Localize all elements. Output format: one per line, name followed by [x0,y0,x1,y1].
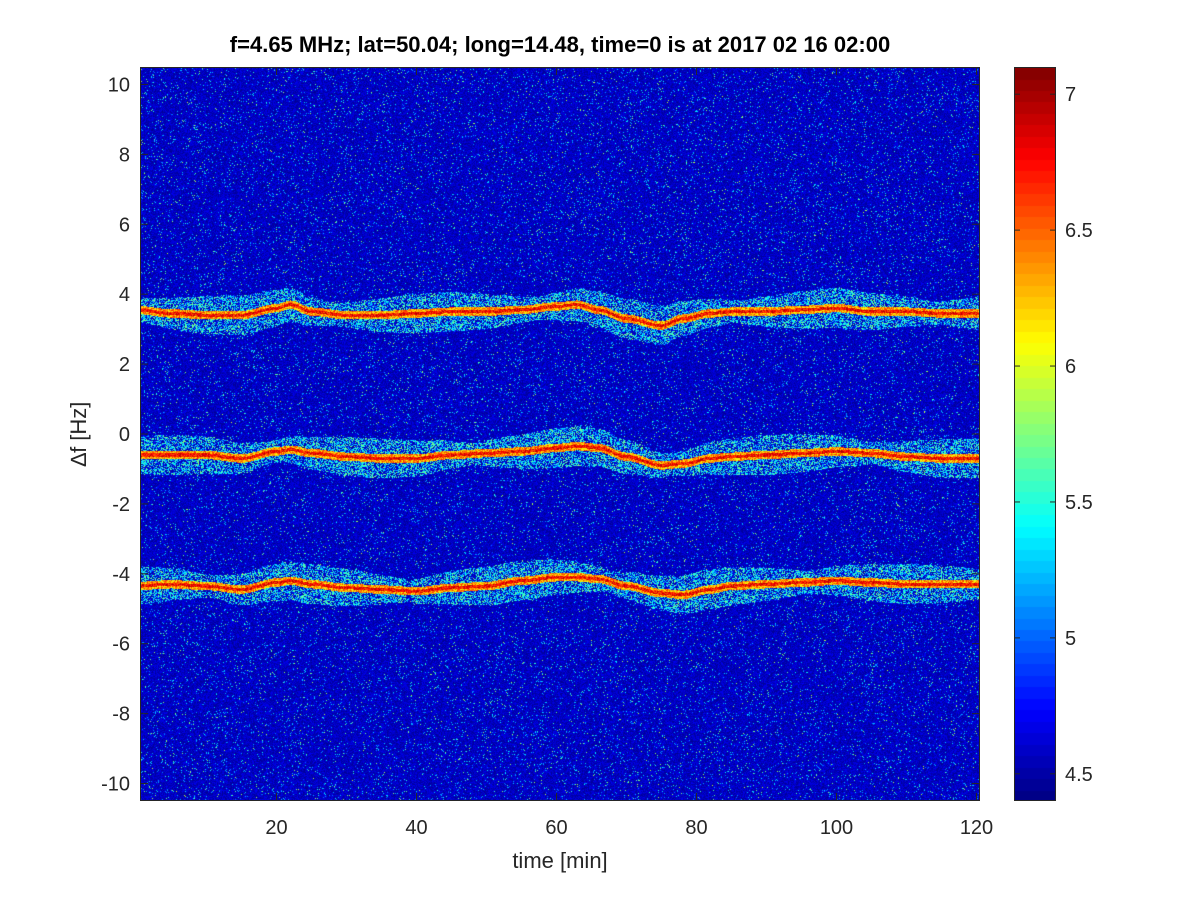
y-tick-label: -8 [112,704,130,726]
x-axis-label: time [min] [512,848,607,873]
y-tick-label: -4 [112,564,130,586]
y-tick-label: 4 [119,284,130,306]
y-tick-label: -2 [112,494,130,516]
x-tick-label: 40 [405,817,427,839]
colorbar-frame [1014,67,1056,801]
colorbar-tick-label: 7 [1065,84,1076,106]
colorbar-tick-label: 5.5 [1065,492,1093,514]
colorbar-canvas [1014,67,1056,801]
x-axis: 20 40 60 80 100 120 [265,67,993,839]
colorbar: 4.5 5 5.5 6 6.5 7 [1014,67,1093,801]
colorbar-ticks: 4.5 5 5.5 6 6.5 7 [1014,84,1093,786]
colorbar-tick-label: 5 [1065,628,1076,650]
colorbar-tick-label: 4.5 [1065,764,1093,786]
y-tick-label: -6 [112,634,130,656]
x-tick-label: 80 [685,817,707,839]
y-tick-label: 0 [119,424,130,446]
y-tick-label: 8 [119,144,130,166]
y-axis-label: ∆f [Hz] [66,402,91,467]
y-tick-label: -10 [101,774,130,796]
colorbar-tick-label: 6.5 [1065,220,1093,242]
x-tick-label: 20 [265,817,287,839]
heatmap-canvas [140,67,980,801]
y-tick-label: 6 [119,214,130,236]
y-tick-label: 10 [108,74,130,96]
chart-title: f=4.65 MHz; lat=50.04; long=14.48, time=… [230,32,890,57]
colorbar-tick-label: 6 [1065,356,1076,378]
x-tick-label: 120 [960,817,993,839]
plot-area: -10 -8 -6 -4 -2 0 2 4 6 8 10 20 40 60 80 100 120 [101,67,993,839]
y-axis: -10 -8 -6 -4 -2 0 2 4 6 8 10 [101,74,980,796]
x-tick-label: 100 [820,817,853,839]
y-tick-label: 2 [119,354,130,376]
x-tick-label: 60 [545,817,567,839]
